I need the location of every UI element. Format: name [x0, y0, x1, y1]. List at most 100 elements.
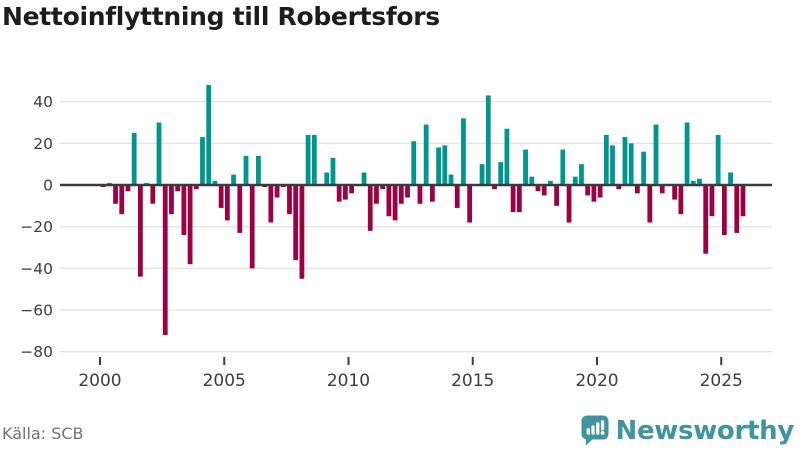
y-axis-tick-label: 40: [33, 93, 53, 111]
bar-2008-Q3: [311, 135, 317, 185]
bar-2012-Q4: [417, 185, 423, 204]
bar-2002-Q3: [162, 185, 168, 335]
bar-2005-Q2: [231, 174, 236, 185]
bar-2018-Q3: [560, 149, 566, 185]
bar-2001-Q1: [125, 185, 131, 192]
bar-2004-Q3: [212, 180, 218, 185]
y-axis-tick-label: 20: [33, 135, 53, 153]
bar-2025-Q4: [740, 185, 746, 217]
bar-2009-Q2: [330, 157, 336, 185]
bar-2020-Q4: [616, 185, 622, 190]
bar-2018-Q4: [566, 185, 572, 223]
bar-2002-Q1: [150, 185, 156, 204]
bar-2009-Q3: [336, 185, 342, 202]
bar-2016-Q3: [510, 185, 516, 213]
bar-2009-Q1: [324, 172, 330, 185]
bar-2012-Q2: [405, 185, 410, 198]
bar-2017-Q2: [529, 176, 535, 185]
bar-2002-Q2: [156, 122, 162, 185]
bar-2017-Q3: [535, 185, 541, 192]
bar-2024-Q2: [703, 185, 709, 254]
bar-2023-Q3: [684, 122, 690, 185]
newsworthy-logo: Newsworthy: [581, 415, 794, 446]
bar-2010-Q3: [361, 172, 367, 185]
x-axis-tick-label: 2005: [203, 371, 246, 391]
bar-2007-Q4: [293, 185, 299, 260]
bar-2003-Q4: [193, 185, 199, 190]
bar-2007-Q3: [287, 185, 292, 215]
bar-2020-Q3: [610, 145, 615, 185]
bar-2021-Q2: [628, 143, 634, 185]
bar-2022-Q2: [653, 124, 659, 185]
bar-2010-Q1: [349, 185, 355, 194]
x-axis-tick-label: 2010: [327, 371, 370, 391]
bar-2011-Q1: [374, 185, 379, 204]
newsworthy-wordmark: Newsworthy: [615, 415, 795, 446]
bar-2004-Q1: [200, 137, 205, 185]
bar-2006-Q1: [249, 185, 255, 269]
bar-2020-Q1: [597, 185, 603, 198]
bar-2024-Q1: [697, 178, 702, 185]
bar-2012-Q1: [398, 185, 404, 204]
bar-2017-Q4: [541, 185, 547, 196]
bar-2023-Q2: [678, 185, 684, 215]
bar-2018-Q2: [554, 185, 560, 206]
bar-2008-Q2: [305, 135, 311, 185]
bar-2016-Q2: [504, 128, 510, 185]
bar-2021-Q3: [634, 185, 640, 194]
bar-2004-Q4: [218, 185, 224, 208]
bar-2006-Q2: [256, 155, 261, 185]
bar-2024-Q3: [709, 185, 715, 217]
x-axis-tick-label: 2025: [700, 371, 743, 391]
bar-2012-Q3: [411, 141, 417, 185]
bar-2014-Q4: [467, 185, 473, 223]
y-axis-tick-label: −20: [20, 218, 53, 236]
bar-2023-Q1: [672, 185, 678, 200]
migration-bar-chart: 40 20 0 −20 −40 −60 −80 2000 2005 2010 2015 2020 202…: [20, 85, 772, 391]
bar-2016-Q1: [498, 162, 504, 185]
bar-2015-Q3: [485, 95, 491, 185]
y-axis-tick-label: −80: [20, 343, 53, 361]
bar-2007-Q1: [274, 185, 280, 198]
y-axis-tick-label: 0: [43, 177, 53, 195]
bar-2008-Q1: [299, 185, 305, 279]
bar-2000-Q3: [113, 185, 118, 204]
bar-2013-Q3: [436, 147, 441, 185]
bar-2023-Q4: [690, 180, 696, 185]
bar-2021-Q4: [641, 151, 646, 185]
bar-2019-Q4: [591, 185, 597, 202]
bar-2011-Q3: [386, 185, 392, 217]
bar-2003-Q1: [175, 185, 181, 192]
bar-2001-Q3: [137, 185, 143, 277]
bar-2000-Q4: [119, 185, 125, 215]
bar-2013-Q2: [429, 185, 435, 202]
bar-2019-Q3: [585, 185, 591, 196]
bar-2013-Q4: [442, 145, 448, 185]
bar-2014-Q3: [461, 118, 466, 185]
source-text: Källa: SCB: [2, 424, 84, 443]
bar-2011-Q4: [392, 185, 398, 221]
bar-2019-Q2: [579, 164, 584, 185]
y-axis-tick-label: −60: [20, 302, 53, 320]
bar-2003-Q3: [187, 185, 193, 265]
page-title: Nettoinflyttning till Robertsfors: [2, 2, 440, 31]
bar-2024-Q4: [715, 135, 721, 185]
bar-2005-Q1: [224, 185, 230, 221]
bar-2009-Q4: [342, 185, 348, 200]
x-axis-tick-label: 2020: [575, 371, 618, 391]
bar-2025-Q1: [721, 185, 727, 235]
bar-2006-Q4: [268, 185, 274, 223]
bar-2016-Q4: [516, 185, 522, 213]
y-axis-tick-label: −40: [20, 260, 53, 278]
bar-2017-Q1: [523, 149, 528, 185]
bar-2022-Q3: [659, 185, 665, 194]
x-axis-tick-label: 2015: [451, 371, 494, 391]
bar-2003-Q2: [181, 185, 187, 235]
bar-2015-Q2: [479, 164, 485, 185]
bar-2015-Q4: [492, 185, 497, 190]
bar-2014-Q1: [448, 174, 454, 185]
bar-2010-Q4: [367, 185, 373, 231]
x-axis-tick-label: 2000: [78, 371, 121, 391]
bar-2013-Q1: [423, 124, 429, 185]
bar-2005-Q4: [243, 155, 249, 185]
